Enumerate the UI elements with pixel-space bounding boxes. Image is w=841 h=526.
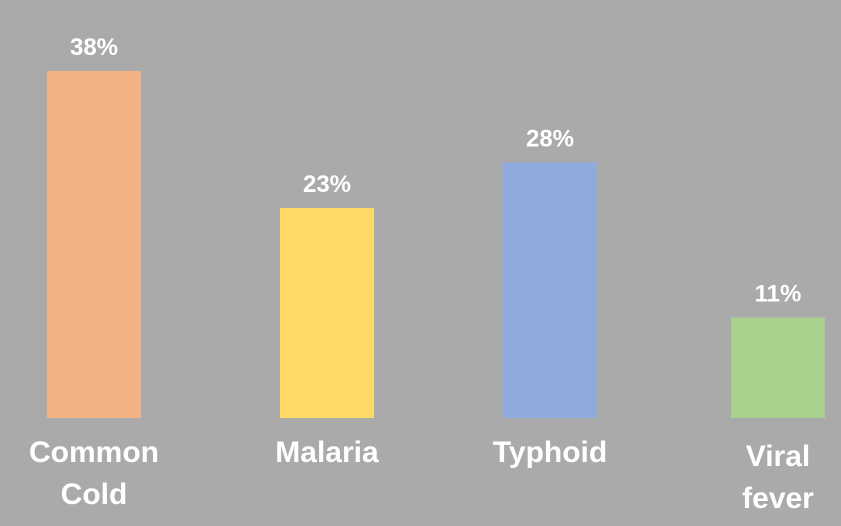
category-label-0-line-1: Cold xyxy=(61,478,128,511)
category-label-0-line-0: Common xyxy=(29,436,159,469)
category-label-3-line-0: Viral xyxy=(746,440,811,473)
bar-2 xyxy=(503,162,597,418)
value-label-1: 23% xyxy=(303,171,351,198)
bar-1 xyxy=(280,207,374,418)
category-label-1-line-0: Malaria xyxy=(275,436,379,469)
value-label-0: 38% xyxy=(70,34,118,61)
category-label-2-line-0: Typhoid xyxy=(493,436,607,469)
category-label-3-line-1: fever xyxy=(742,482,814,515)
bar-3 xyxy=(731,317,825,418)
value-label-3: 11% xyxy=(755,281,802,308)
value-label-2: 28% xyxy=(526,125,574,152)
bar-0 xyxy=(47,71,141,418)
